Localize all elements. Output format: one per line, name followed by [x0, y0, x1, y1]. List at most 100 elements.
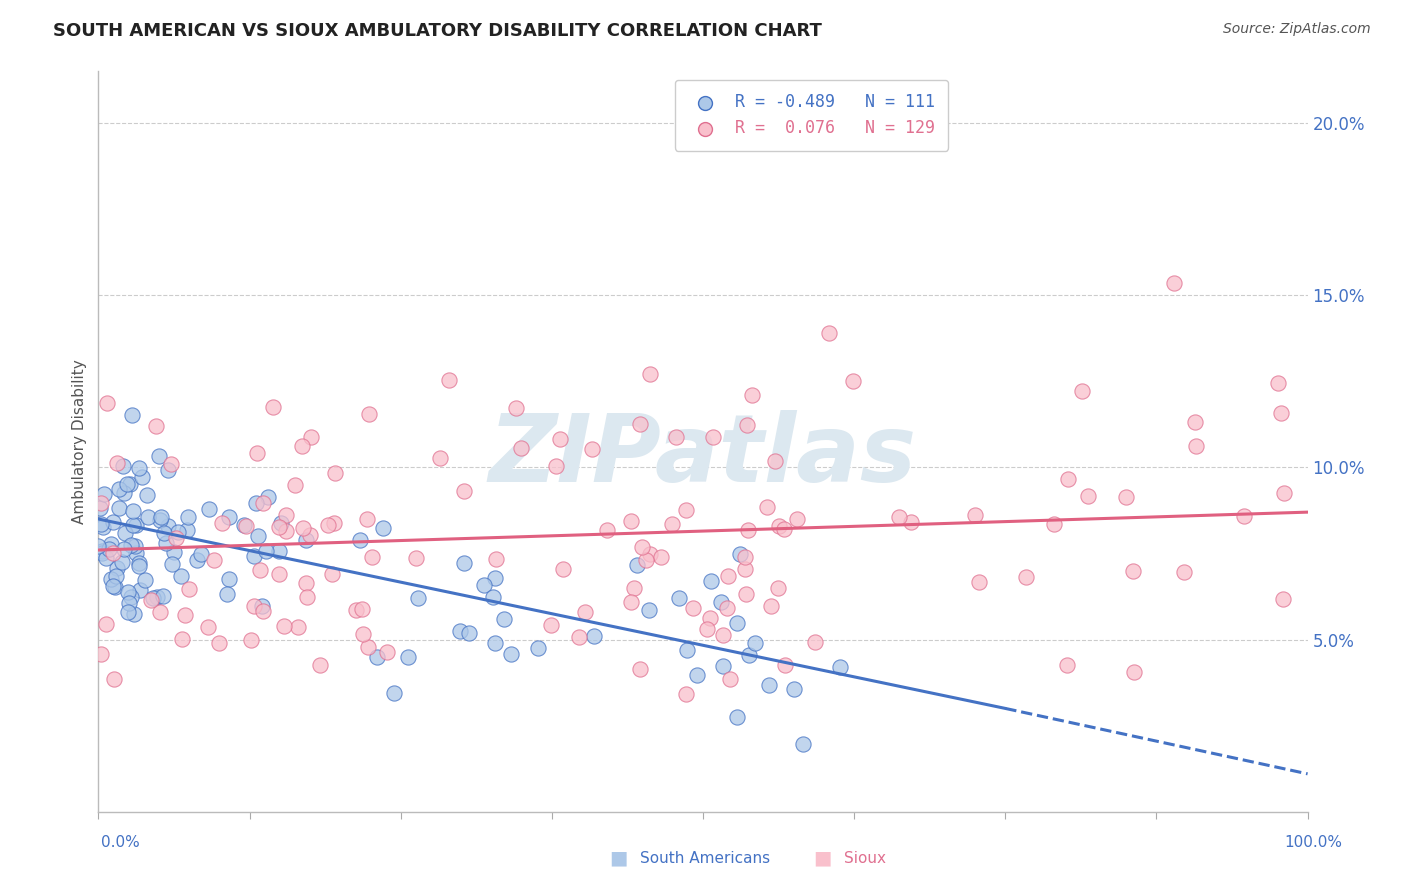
Point: [1077, 490, 1099, 504]
Point: [595, 524, 617, 538]
Point: [492, 611, 515, 625]
Point: [242, 599, 264, 613]
Point: [548, 433, 571, 447]
Point: [449, 624, 471, 639]
Point: [772, 522, 794, 536]
Point: [96, 396, 118, 410]
Point: [243, 549, 266, 563]
Point: [1015, 570, 1038, 584]
Point: [786, 511, 808, 525]
Point: [101, 546, 124, 560]
Point: [267, 544, 290, 558]
Point: [626, 558, 648, 572]
Point: [1115, 490, 1137, 504]
Point: [1270, 406, 1292, 420]
Point: [211, 516, 233, 530]
Point: [716, 601, 738, 615]
Point: [128, 461, 150, 475]
Point: [295, 590, 318, 604]
Point: [1122, 665, 1144, 680]
Point: [152, 590, 174, 604]
Point: [87, 539, 110, 553]
Point: [177, 582, 200, 596]
Point: [665, 430, 688, 444]
Point: [262, 400, 284, 414]
Point: [963, 508, 986, 522]
Point: [396, 649, 419, 664]
Point: [138, 510, 160, 524]
Point: [638, 547, 661, 561]
Text: SOUTH AMERICAN VS SIOUX AMBULATORY DISABILITY CORRELATION CHART: SOUTH AMERICAN VS SIOUX AMBULATORY DISAB…: [53, 22, 823, 40]
Point: [758, 678, 780, 692]
Point: [160, 557, 183, 571]
Point: [405, 551, 427, 566]
Point: [118, 477, 141, 491]
Point: [361, 549, 384, 564]
Point: [167, 524, 190, 539]
Point: [382, 686, 405, 700]
Point: [294, 576, 316, 591]
Point: [735, 587, 758, 601]
Point: [568, 630, 591, 644]
Point: [792, 737, 814, 751]
Point: [270, 516, 292, 531]
Point: [177, 510, 200, 524]
Point: [763, 454, 786, 468]
Point: [482, 590, 505, 604]
Point: [637, 603, 659, 617]
Point: [90, 496, 112, 510]
Point: [89, 501, 111, 516]
Point: [761, 599, 783, 613]
Point: [131, 470, 153, 484]
Point: [287, 620, 309, 634]
Point: [702, 430, 724, 444]
Point: [165, 531, 187, 545]
Point: [321, 567, 343, 582]
Point: [90, 516, 112, 531]
Point: [101, 516, 124, 530]
Text: 100.0%: 100.0%: [1285, 836, 1343, 850]
Point: [1042, 516, 1064, 531]
Point: [273, 618, 295, 632]
Point: [1163, 277, 1185, 291]
Point: [744, 636, 766, 650]
Point: [155, 535, 177, 549]
Point: [149, 605, 172, 619]
Point: [122, 504, 145, 518]
Point: [527, 640, 550, 655]
Point: [628, 662, 651, 676]
Point: [472, 578, 495, 592]
Point: [100, 573, 122, 587]
Point: [453, 556, 475, 570]
Point: [699, 611, 721, 625]
Point: [98, 542, 121, 557]
Point: [1122, 565, 1144, 579]
Point: [159, 457, 181, 471]
Point: [1272, 486, 1295, 500]
Point: [233, 517, 256, 532]
Point: [145, 590, 167, 604]
Point: [830, 659, 852, 673]
Point: [117, 477, 139, 491]
Point: [298, 528, 321, 542]
Point: [105, 456, 128, 470]
Point: [349, 533, 371, 547]
Point: [737, 648, 759, 662]
Point: [682, 601, 704, 615]
Point: [889, 509, 911, 524]
Point: [122, 607, 145, 621]
Point: [725, 615, 748, 630]
Point: [735, 418, 758, 433]
Point: [458, 626, 481, 640]
Point: [96, 551, 118, 566]
Point: [218, 509, 240, 524]
Point: [1070, 384, 1092, 399]
Point: [734, 561, 756, 575]
Text: ■: ■: [813, 848, 832, 868]
Point: [352, 602, 374, 616]
Point: [93, 486, 115, 500]
Point: [299, 430, 322, 444]
Point: [112, 458, 135, 473]
Point: [540, 617, 562, 632]
Point: [1173, 565, 1195, 579]
